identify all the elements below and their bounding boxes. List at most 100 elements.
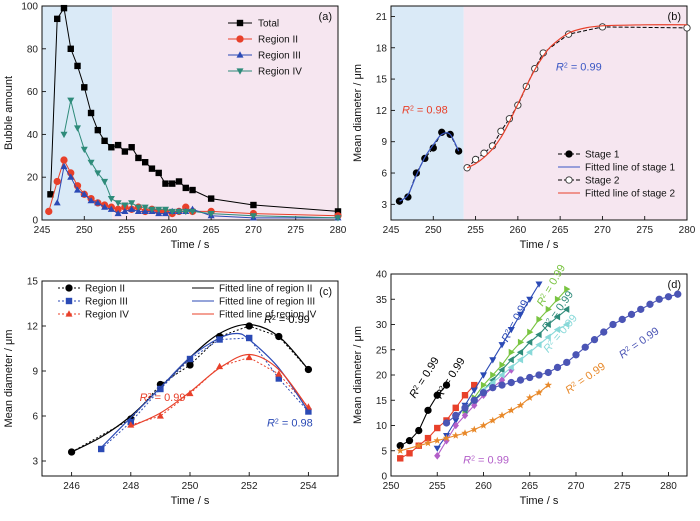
- y-tick-label: 20: [376, 371, 388, 382]
- data-point: [664, 293, 673, 301]
- x-tick-label: 254: [300, 481, 317, 492]
- data-point: [87, 159, 95, 166]
- data-point: [526, 296, 534, 303]
- data-point: [134, 204, 142, 211]
- r-squared-label: R2 = 0.99: [617, 325, 661, 361]
- y-axis-title: Mean diameter / μm: [352, 64, 364, 162]
- data-point: [471, 155, 480, 164]
- legend-label: Region II: [85, 284, 125, 295]
- data-point: [107, 205, 115, 212]
- x-tick-label: 265: [521, 481, 538, 492]
- data-point: [182, 208, 190, 216]
- data-point: [121, 202, 129, 209]
- y-tick-label: 5: [381, 446, 387, 457]
- data-point: [334, 208, 342, 215]
- data-point: [114, 141, 122, 149]
- data-point: [395, 197, 404, 205]
- data-point: [186, 389, 194, 397]
- data-point: [499, 361, 506, 369]
- data-point: [245, 322, 253, 330]
- data-point: [81, 84, 88, 91]
- data-point: [470, 425, 478, 433]
- y-tick-label: 40: [27, 130, 39, 141]
- data-point: [480, 381, 488, 389]
- data-point: [609, 320, 617, 329]
- legend-marker: [65, 284, 73, 292]
- data-point: [489, 416, 497, 424]
- data-point: [489, 357, 497, 364]
- data-point: [544, 368, 552, 377]
- legend-marker: [65, 297, 73, 305]
- y-tick-label: 15: [376, 75, 388, 86]
- data-point: [245, 353, 253, 361]
- data-point: [516, 356, 524, 364]
- data-point: [87, 197, 95, 204]
- data-point: [433, 391, 441, 399]
- data-point: [507, 363, 514, 371]
- panel-label: (c): [319, 286, 332, 298]
- data-point: [627, 310, 636, 319]
- r-squared-label: R2 = 0.99: [264, 314, 310, 326]
- data-point: [452, 411, 460, 420]
- x-tick-label: 255: [429, 481, 446, 492]
- data-point: [470, 387, 478, 394]
- legend-marker: [236, 19, 244, 27]
- r-squared-label: R2 = 0.99: [563, 361, 607, 397]
- data-point: [674, 290, 682, 298]
- x-tick-label: 275: [614, 481, 631, 492]
- data-point: [101, 137, 108, 145]
- panel-d: 250 255 260 265 270 275 280 0 5 10 15 20 25 30 35 40 Tim…: [352, 263, 688, 507]
- data-point: [544, 381, 552, 389]
- data-point: [490, 371, 497, 379]
- plot-frame: [41, 5, 339, 221]
- x-tick-label: 260: [475, 481, 492, 492]
- data-point: [60, 162, 68, 170]
- data-point: [415, 441, 423, 449]
- data-point: [216, 336, 223, 343]
- legend-marker: [236, 35, 244, 43]
- legend-label: Fitted line of region IV: [219, 310, 317, 321]
- data-point: [98, 445, 105, 453]
- legend-label: Region III: [85, 297, 128, 308]
- x-tick-label: 275: [636, 225, 653, 236]
- data-point: [433, 445, 441, 452]
- panel-a: 245 250 255 260 265 270 275 280 0 20 40 60 80 100 Time…: [3, 2, 347, 252]
- y-tick-label: 20: [27, 173, 39, 184]
- data-point: [452, 431, 460, 439]
- data-point: [498, 342, 506, 349]
- legend-label: Fitted line of region III: [219, 297, 315, 308]
- x-tick-label: 280: [330, 225, 347, 236]
- fitted-line: [399, 132, 460, 202]
- data-point: [479, 421, 488, 429]
- panel-label: (d): [668, 279, 681, 291]
- data-point: [526, 338, 533, 346]
- shaded-region-0: [391, 6, 464, 220]
- x-tick-label: 265: [203, 225, 220, 236]
- legend-label: Region III: [258, 51, 301, 62]
- data-point: [275, 375, 282, 382]
- data-point: [87, 109, 95, 117]
- data-point: [526, 348, 533, 356]
- x-tick-label: 270: [594, 225, 611, 236]
- y-tick-label: 25: [376, 345, 388, 356]
- data-point: [207, 211, 215, 218]
- data-point: [175, 208, 183, 216]
- series-line: [71, 325, 309, 453]
- y-axis-title: Mean diameter / μm: [3, 329, 15, 427]
- legend-label: Fitted line of stage 1: [585, 163, 675, 174]
- data-point: [334, 215, 342, 222]
- y-tick-label: 9: [32, 367, 38, 378]
- y-tick-label: 18: [376, 43, 388, 54]
- y-tick-label: 21: [376, 12, 388, 23]
- legend-marker: [236, 68, 244, 75]
- r-squared-label: R2 = 0.99: [463, 454, 509, 466]
- plot-frame: [390, 5, 688, 221]
- data-point: [535, 281, 543, 288]
- data-point: [80, 146, 88, 154]
- data-point: [424, 434, 432, 442]
- data-point: [189, 208, 197, 216]
- x-tick-label: 265: [552, 225, 569, 236]
- y-tick-label: 100: [21, 2, 38, 13]
- data-point: [461, 411, 469, 420]
- data-point: [94, 199, 102, 206]
